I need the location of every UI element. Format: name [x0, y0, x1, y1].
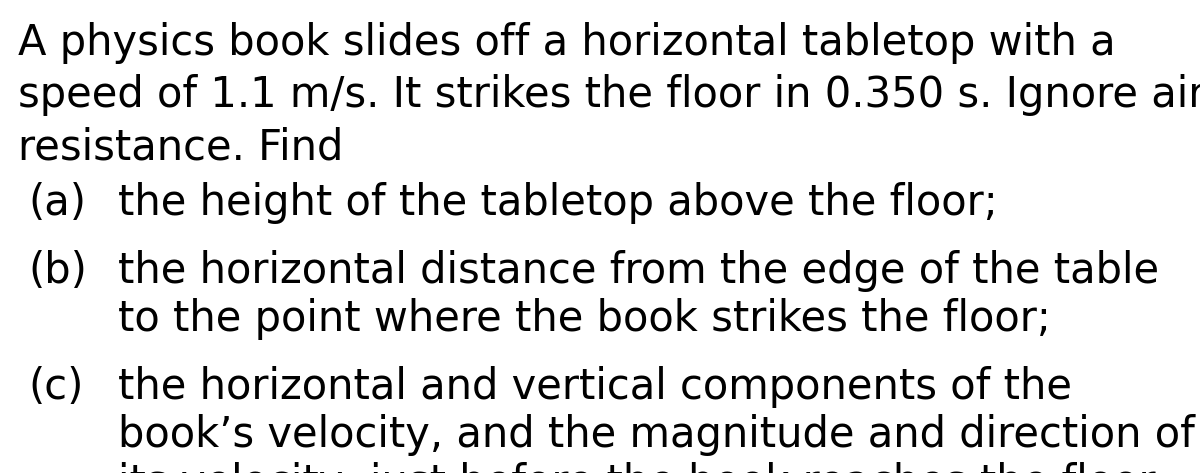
- Text: resistance. Find: resistance. Find: [18, 126, 343, 168]
- Text: speed of 1.1 m/s. It strikes the floor in 0.350 s. Ignore air: speed of 1.1 m/s. It strikes the floor i…: [18, 74, 1200, 116]
- Text: book’s velocity, and the magnitude and direction of: book’s velocity, and the magnitude and d…: [118, 414, 1195, 456]
- Text: (c): (c): [28, 366, 83, 408]
- Text: its velocity, just before the book reaches the floor: its velocity, just before the book reach…: [118, 462, 1156, 473]
- Text: (b): (b): [28, 250, 86, 292]
- Text: the horizontal and vertical components of the: the horizontal and vertical components o…: [118, 366, 1072, 408]
- Text: A physics book slides off a horizontal tabletop with a: A physics book slides off a horizontal t…: [18, 22, 1116, 64]
- Text: the horizontal distance from the edge of the table: the horizontal distance from the edge of…: [118, 250, 1159, 292]
- Text: (a): (a): [28, 182, 86, 224]
- Text: to the point where the book strikes the floor;: to the point where the book strikes the …: [118, 298, 1051, 340]
- Text: the height of the tabletop above the floor;: the height of the tabletop above the flo…: [118, 182, 997, 224]
